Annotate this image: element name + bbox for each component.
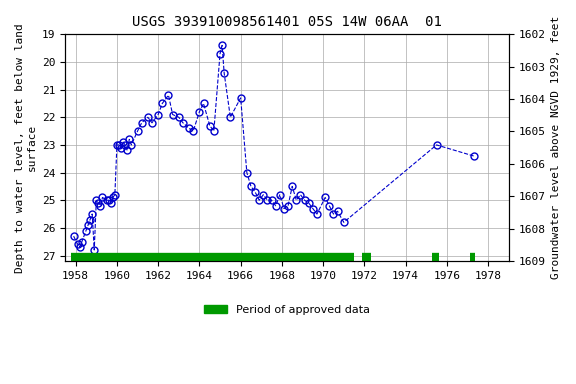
- Y-axis label: Groundwater level above NGVD 1929, feet: Groundwater level above NGVD 1929, feet: [551, 16, 561, 279]
- Legend: Period of approved data: Period of approved data: [200, 300, 374, 319]
- Y-axis label: Depth to water level, feet below land
surface: Depth to water level, feet below land su…: [15, 23, 37, 273]
- Title: USGS 393910098561401 05S 14W 06AA  01: USGS 393910098561401 05S 14W 06AA 01: [132, 15, 442, 29]
